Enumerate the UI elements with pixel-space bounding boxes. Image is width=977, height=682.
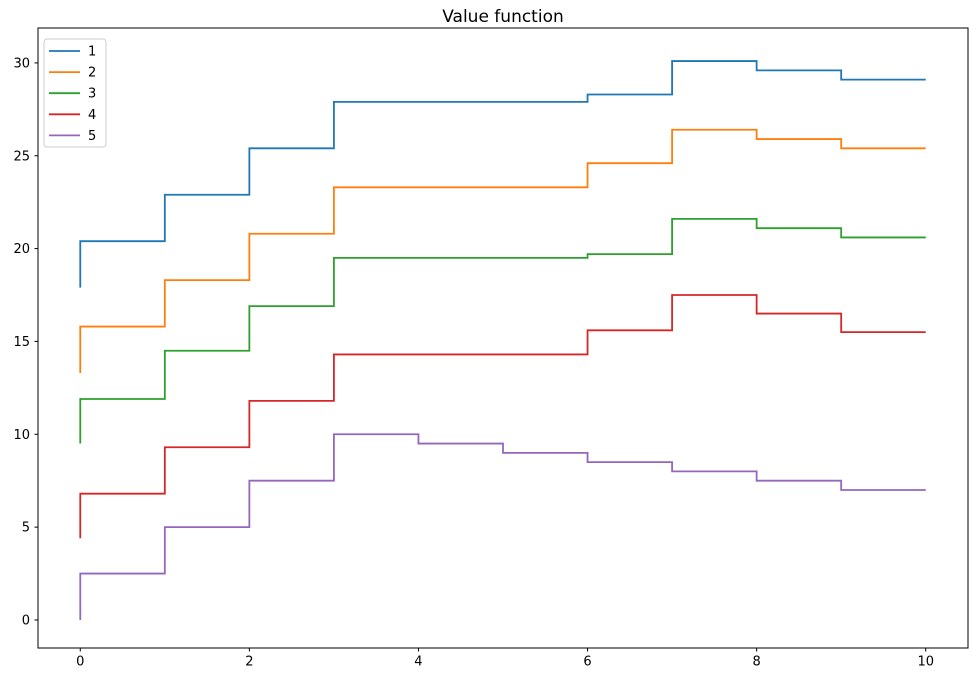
legend-entry: 3: [49, 87, 96, 102]
x-tick-label: 6: [583, 655, 591, 670]
x-tick-label: 8: [752, 655, 760, 670]
series-line-2: [79, 128, 926, 373]
x-axis: 0 2 4 6 8 10: [76, 648, 934, 670]
y-tick-label: 10: [13, 428, 30, 443]
legend-label: 1: [88, 45, 96, 60]
legend-entry: 1: [49, 45, 96, 60]
y-tick-label: 30: [13, 56, 30, 71]
legend-label: 3: [88, 87, 96, 102]
series-line-5: [79, 433, 926, 620]
legend-label: 2: [88, 66, 96, 81]
y-axis: 0 5 10 15 20 25 30: [13, 56, 38, 628]
plot-area: [37, 27, 969, 649]
series-line-1: [79, 60, 926, 288]
legend: 1 2 3 4 5: [43, 38, 107, 148]
legend-entry: 2: [49, 66, 96, 81]
x-tick-label: 0: [76, 655, 84, 670]
chart-title: Value function: [442, 7, 564, 27]
legend-entry: 4: [49, 108, 96, 123]
y-tick-label: 15: [13, 335, 30, 350]
y-tick-label: 25: [13, 149, 30, 164]
y-tick-label: 0: [22, 613, 30, 628]
legend-label: 5: [88, 129, 96, 144]
x-tick-label: 4: [414, 655, 422, 670]
y-tick-label: 5: [22, 521, 30, 536]
legend-entry: 5: [49, 129, 96, 144]
legend-label: 4: [88, 108, 96, 123]
y-tick-label: 20: [13, 242, 30, 257]
series-line-4: [79, 294, 926, 539]
x-tick-label: 10: [917, 655, 934, 670]
x-tick-label: 2: [245, 655, 253, 670]
series-lines: [79, 60, 926, 620]
series-line-3: [79, 217, 926, 444]
